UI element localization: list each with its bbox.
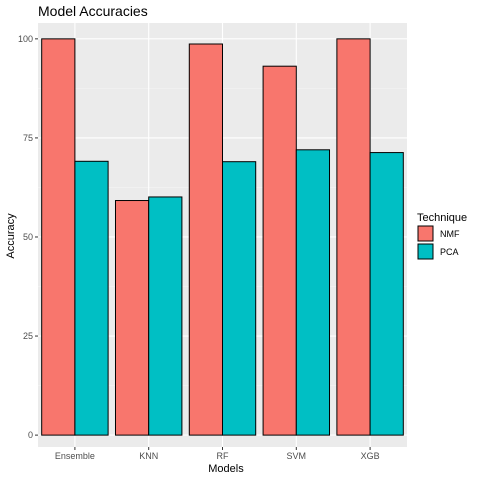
x-tick-label: XGB bbox=[361, 451, 380, 461]
bar-nmf-xgb bbox=[336, 38, 371, 436]
legend-title: Technique bbox=[417, 212, 467, 224]
y-tick-label: 0 bbox=[28, 430, 33, 440]
x-tick-label: RF bbox=[217, 451, 229, 461]
chart-title: Model Accuracies bbox=[38, 3, 148, 19]
x-tick-label: KNN bbox=[139, 451, 158, 461]
x-tick-label: Ensemble bbox=[55, 451, 95, 461]
x-tick-label: SVM bbox=[287, 451, 307, 461]
x-axis-label: Models bbox=[208, 463, 244, 475]
bar-pca-svm bbox=[295, 149, 331, 436]
bar-pca-knn bbox=[148, 196, 183, 436]
bar-pca-xgb bbox=[369, 152, 404, 436]
legend: Technique NMF PCA bbox=[417, 212, 467, 260]
legend-label-pca: PCA bbox=[440, 247, 459, 257]
legend-label-nmf: NMF bbox=[440, 229, 460, 239]
legend-swatch-nmf bbox=[417, 225, 434, 242]
y-tick-label: 75 bbox=[23, 133, 33, 143]
bar-nmf-svm bbox=[262, 65, 297, 436]
bar-pca-ensemble bbox=[74, 160, 109, 436]
bar-nmf-knn bbox=[114, 200, 150, 436]
plot-area: 0 25 50 75 100 Ensemble KNN RF SVM XGB bbox=[18, 23, 407, 461]
y-tick-label: 100 bbox=[18, 34, 33, 44]
legend-swatch-pca bbox=[417, 243, 434, 260]
y-axis-label: Accuracy bbox=[5, 213, 17, 259]
legend-items: NMF PCA bbox=[417, 225, 460, 260]
bar-nmf-rf bbox=[188, 43, 223, 436]
bar-pca-rf bbox=[222, 161, 257, 436]
y-tick-label: 50 bbox=[23, 232, 33, 242]
bar-nmf-ensemble bbox=[41, 38, 76, 436]
y-tick-label: 25 bbox=[23, 331, 33, 341]
